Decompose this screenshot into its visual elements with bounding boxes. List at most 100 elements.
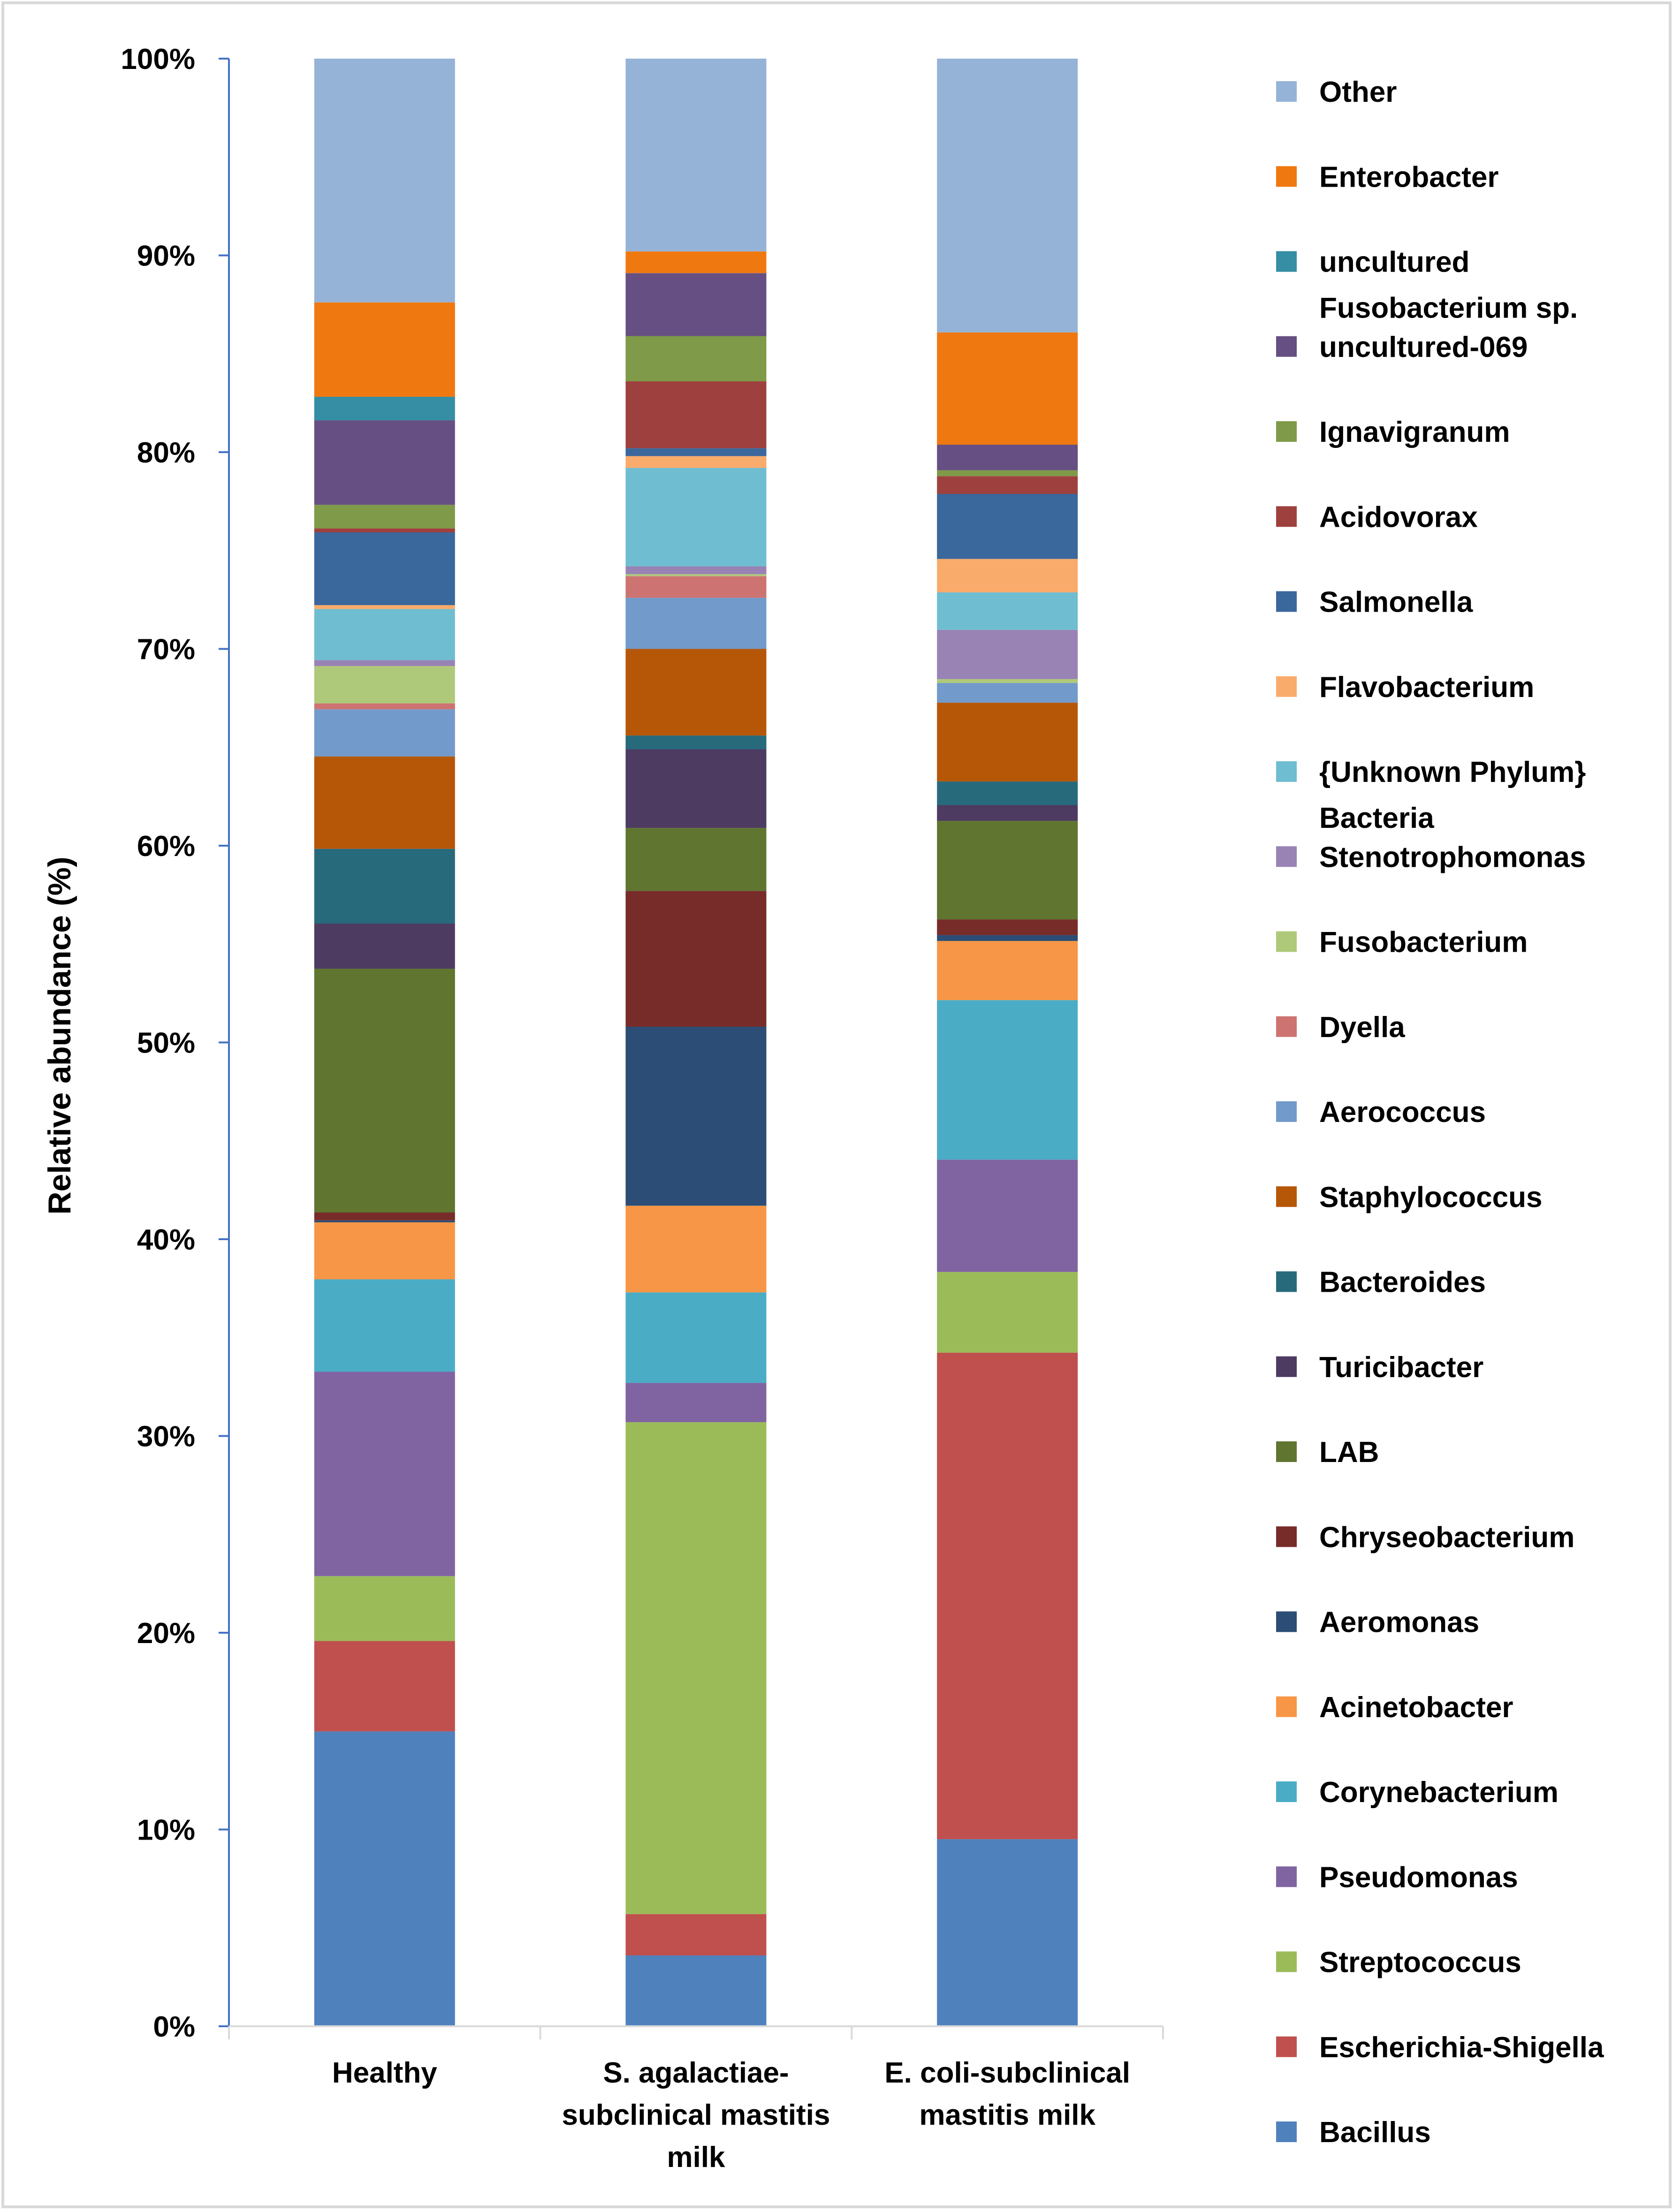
bar-segment-lab-cat-1 <box>625 828 767 891</box>
legend-swatch <box>1276 1186 1297 1207</box>
legend-item-uncultured-069: uncultured-069 <box>1276 331 1528 364</box>
bar-segment-acinetobacter-cat-1 <box>625 1205 767 1293</box>
bar-segment-acidovorax-cat-0 <box>314 528 455 532</box>
legend-swatch <box>1276 1951 1297 1972</box>
legend-swatch <box>1276 1016 1297 1037</box>
bar-segment-uncultured-069-cat-2 <box>937 445 1078 470</box>
bar-segment-corynebacterium-cat-2 <box>937 1000 1078 1160</box>
legend-label: Enterobacter <box>1319 161 1498 193</box>
bar-segment-acidovorax-cat-1 <box>625 381 767 448</box>
bar-segment-aeromonas-cat-0 <box>314 1220 455 1222</box>
legend-item-staphylococcus: Staphylococcus <box>1276 1181 1542 1213</box>
bar-segment-salmonella-cat-0 <box>314 532 455 606</box>
bar-segment-streptococcus-cat-0 <box>314 1576 455 1641</box>
bar-segment-salmonella-cat-1 <box>625 448 767 456</box>
bar-segment-aerococcus-cat-2 <box>937 683 1078 703</box>
bar-segment-lab-cat-0 <box>314 969 455 1212</box>
bar-segment-bacillus-cat-1 <box>625 1955 767 2026</box>
axes-layer: 0% 10% 20% 30% 40% 50% 60% 70% 80% 90% 100% Healthy… <box>121 43 1164 2174</box>
legend-item-unknown-phylum-bacteria: {Unknown Phylum} Bacteria <box>1276 756 1586 834</box>
bar-segment-fusobacterium-cat-1 <box>625 574 767 576</box>
legend-label: Bacteroides <box>1319 1266 1486 1299</box>
bar-segment-bacteroides-cat-0 <box>314 848 455 924</box>
bar-segment-uncultured-069-cat-0 <box>314 420 455 505</box>
bar-segment-salmonella-cat-2 <box>937 494 1078 559</box>
legend-swatch <box>1276 2121 1297 2142</box>
legend: Other Enterobacter uncultured Fusobacterium… <box>1276 76 1604 2149</box>
legend-swatch <box>1276 931 1297 952</box>
legend-swatch <box>1276 1356 1297 1377</box>
bar-segment-turicibacter-cat-1 <box>625 749 767 828</box>
bar-segment-turicibacter-cat-2 <box>937 805 1078 821</box>
legend-label: Bacillus <box>1319 2116 1431 2149</box>
y-tick-label: 50% <box>137 1027 195 1060</box>
bar-segment-corynebacterium-cat-0 <box>314 1279 455 1372</box>
y-tick-label: 90% <box>137 240 195 273</box>
legend-label: Staphylococcus <box>1319 1181 1542 1213</box>
bar-segment-ignavigranum-cat-2 <box>937 470 1078 477</box>
bar-segment-ignavigranum-cat-0 <box>314 505 455 529</box>
bar-segment-unknown-phylum-bacteria-cat-2 <box>937 592 1078 630</box>
legend-item-lab: LAB <box>1276 1436 1379 1469</box>
bar-segment-flavobacterium-cat-1 <box>625 456 767 468</box>
legend-label: Pseudomonas <box>1319 1861 1518 1894</box>
bar-segment-chryseobacterium-cat-1 <box>625 891 767 1027</box>
legend-swatch <box>1276 761 1297 782</box>
legend-item-pseudomonas: Pseudomonas <box>1276 1861 1518 1894</box>
bar-segment-fusobacterium-cat-2 <box>937 679 1078 683</box>
legend-swatch <box>1276 1271 1297 1292</box>
bar-segment-staphylococcus-cat-2 <box>937 703 1078 782</box>
bar-segment-fusobacterium-cat-0 <box>314 666 455 704</box>
bar-segment-escherichia-shigella-cat-0 <box>314 1641 455 1732</box>
y-tick-label: 70% <box>137 634 195 666</box>
bar-segment-stenotrophomonas-cat-2 <box>937 629 1078 679</box>
bar-segment-bacteroides-cat-1 <box>625 735 767 750</box>
bar-segment-uncultured-069-cat-1 <box>625 273 767 336</box>
legend-swatch <box>1276 1611 1297 1632</box>
legend-label: {Unknown Phylum} Bacteria <box>1319 756 1586 834</box>
legend-item-aeromonas: Aeromonas <box>1276 1606 1479 1639</box>
bar-segment-flavobacterium-cat-0 <box>314 605 455 609</box>
legend-swatch <box>1276 81 1297 102</box>
x-category-label: E. coli-subclinical mastitis milk <box>884 2057 1130 2131</box>
bar-segment-uncultured-fusobacterium-sp-cat-0 <box>314 396 455 421</box>
bar-segment-other-cat-2 <box>937 59 1078 333</box>
legend-item-uncultured-fusobacterium-sp: uncultured Fusobacterium sp. <box>1276 246 1578 325</box>
legend-label: uncultured Fusobacterium sp. <box>1319 246 1578 325</box>
legend-label: Fusobacterium <box>1319 926 1528 959</box>
legend-item-bacillus: Bacillus <box>1276 2116 1431 2149</box>
bars-layer <box>314 59 1078 2026</box>
legend-swatch <box>1276 1781 1297 1802</box>
bar-segment-dyella-cat-1 <box>625 576 767 598</box>
legend-item-acinetobacter: Acinetobacter <box>1276 1691 1513 1724</box>
legend-label: Stenotrophomonas <box>1319 841 1586 873</box>
bar-segment-pseudomonas-cat-0 <box>314 1371 455 1576</box>
bar-segment-chryseobacterium-cat-0 <box>314 1212 455 1220</box>
legend-swatch <box>1276 421 1297 442</box>
legend-label: Aerococcus <box>1319 1096 1486 1129</box>
legend-swatch <box>1276 1526 1297 1547</box>
legend-item-other: Other <box>1276 76 1397 108</box>
bar-segment-acinetobacter-cat-2 <box>937 941 1078 1000</box>
bar-segment-lab-cat-2 <box>937 821 1078 920</box>
bar-segment-pseudomonas-cat-1 <box>625 1383 767 1423</box>
bar-segment-escherichia-shigella-cat-2 <box>937 1352 1078 1840</box>
legend-label: Acidovorax <box>1319 501 1478 533</box>
bar-segment-staphylococcus-cat-0 <box>314 756 455 849</box>
y-tick-label: 0% <box>153 2011 195 2043</box>
bar-segment-streptococcus-cat-2 <box>937 1272 1078 1353</box>
y-tick-label: 10% <box>137 1814 195 1847</box>
legend-item-stenotrophomonas: Stenotrophomonas <box>1276 841 1586 873</box>
legend-label: Dyella <box>1319 1011 1405 1044</box>
y-tick-label: 40% <box>137 1224 195 1256</box>
legend-label: Turicibacter <box>1319 1351 1483 1384</box>
legend-item-bacteroides: Bacteroides <box>1276 1266 1486 1299</box>
bar-segment-ignavigranum-cat-1 <box>625 336 767 381</box>
legend-label: Aeromonas <box>1319 1606 1479 1639</box>
bar-segment-turicibacter-cat-0 <box>314 924 455 969</box>
legend-label: Flavobacterium <box>1319 671 1534 704</box>
x-category-label: Healthy <box>332 2057 437 2089</box>
legend-item-acidovorax: Acidovorax <box>1276 501 1478 533</box>
bar-segment-acinetobacter-cat-0 <box>314 1222 455 1280</box>
